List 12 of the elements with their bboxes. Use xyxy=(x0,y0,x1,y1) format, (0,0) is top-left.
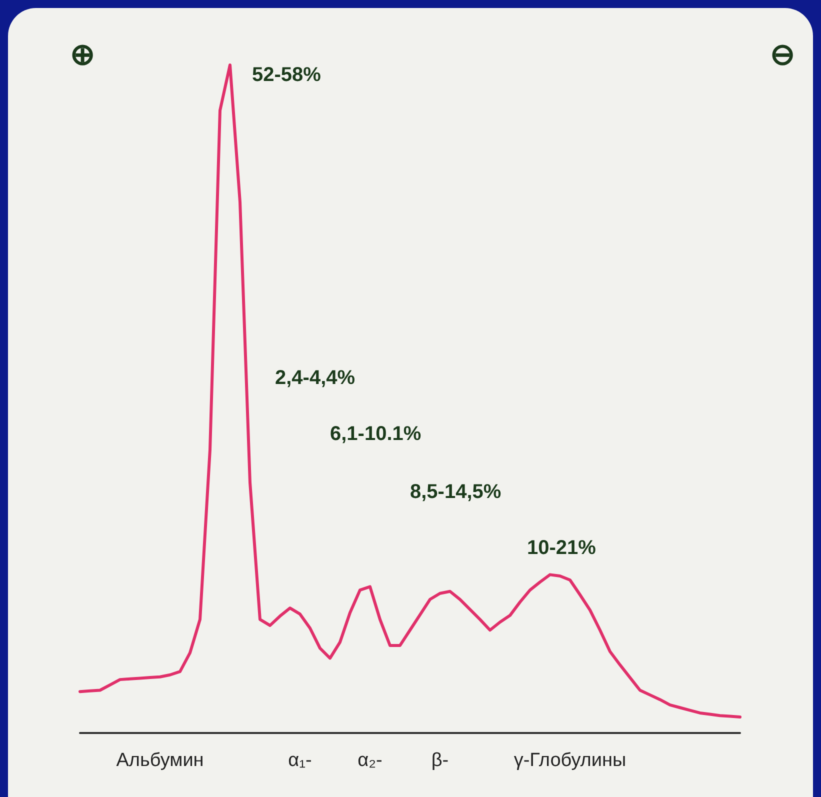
x-tick-label: β- xyxy=(431,750,449,771)
annotation: 52-58% xyxy=(252,64,322,86)
x-tick-label: Альбумин xyxy=(116,750,204,771)
x-tick-label: α₁- xyxy=(288,750,312,771)
text: ⊖ xyxy=(770,38,795,72)
x-tick-label: α₂- xyxy=(358,750,382,771)
x-tick-label: γ-Глобулины xyxy=(514,750,626,771)
annotation: 6,1-10.1% xyxy=(330,423,422,445)
annotation: 10-21% xyxy=(527,537,596,559)
annotation: 2,4-4,4% xyxy=(275,367,356,389)
annotation: ⊕ xyxy=(70,38,95,72)
annotation: 8,5-14,5% xyxy=(410,481,502,503)
